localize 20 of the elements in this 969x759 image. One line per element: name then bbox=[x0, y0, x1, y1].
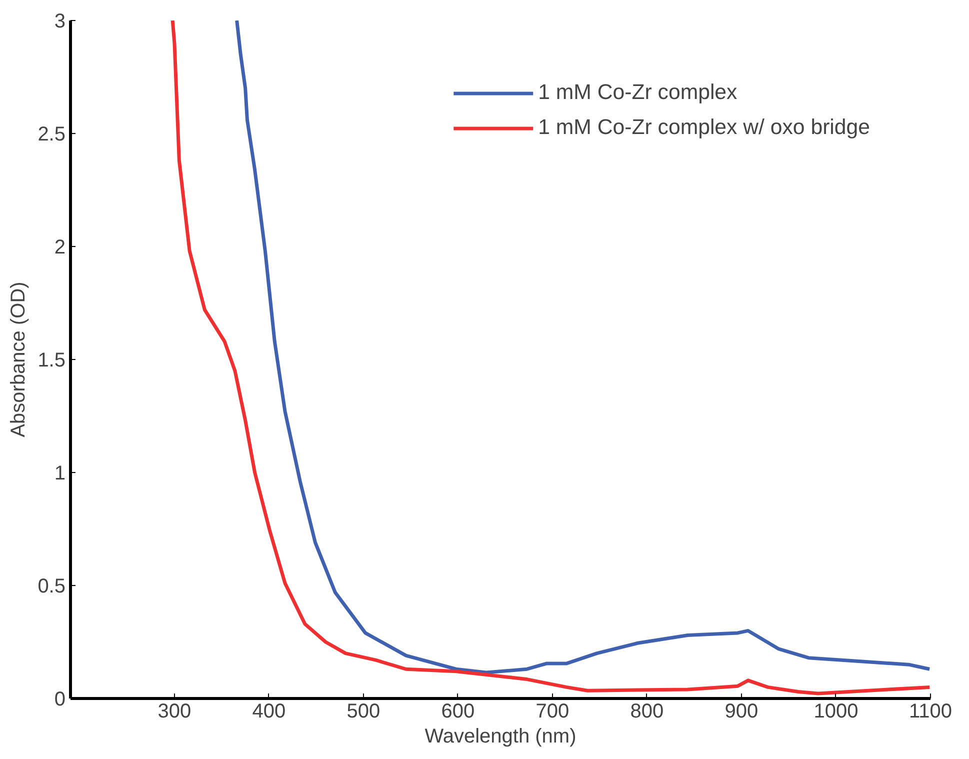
y-tick-label: 2.5 bbox=[38, 124, 66, 146]
legend-label: 1 mM Co-Zr complex bbox=[538, 80, 738, 105]
x-tick-label: 600 bbox=[441, 700, 475, 722]
y-tick-label: 0 bbox=[54, 688, 66, 710]
y-tick-label: 1.5 bbox=[38, 350, 66, 372]
x-tick-label: 900 bbox=[724, 700, 758, 722]
y-tick-label: 1 bbox=[54, 462, 66, 484]
legend-label: 1 mM Co-Zr complex w/ oxo bridge bbox=[538, 115, 870, 140]
x-tick-label: 300 bbox=[158, 700, 192, 722]
x-tick-label: 500 bbox=[346, 700, 380, 722]
x-tick-label: 1000 bbox=[814, 700, 858, 722]
x-tick-label: 800 bbox=[630, 700, 664, 722]
x-axis-title: Wavelength (nm) bbox=[424, 726, 576, 748]
y-tick-label: 2 bbox=[54, 236, 66, 258]
y-tick-label: 3 bbox=[54, 10, 66, 32]
y-tick-label: 0.5 bbox=[38, 576, 66, 598]
x-tick-label: 400 bbox=[252, 700, 286, 722]
x-tick-label: 1100 bbox=[908, 700, 952, 722]
y-axis-title: Absorbance (OD) bbox=[8, 282, 30, 438]
x-tick-label: 700 bbox=[536, 700, 570, 722]
